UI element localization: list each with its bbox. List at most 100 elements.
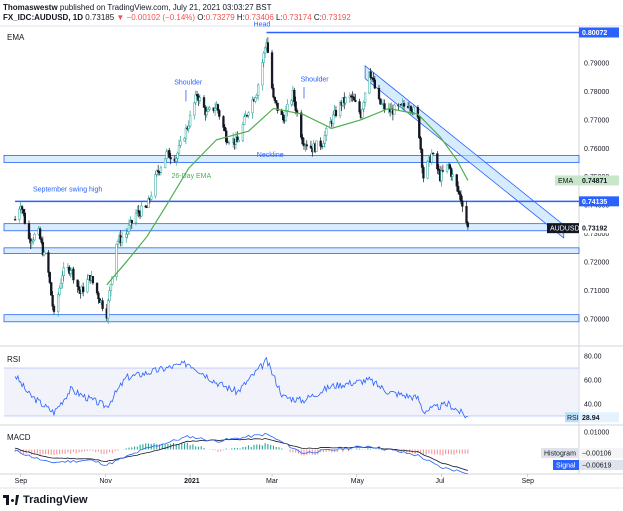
- candle-body: [120, 237, 124, 243]
- badge-ema-bg: [579, 175, 619, 186]
- x-tick-label: May: [351, 478, 365, 485]
- x-tick-label: Sep: [522, 478, 535, 485]
- candle-body: [294, 101, 297, 111]
- candle-body: [183, 137, 186, 142]
- open-label: O:: [197, 13, 206, 22]
- candle-body: [284, 110, 288, 122]
- candle-body: [176, 152, 179, 159]
- swing-high-label: September swing high: [33, 187, 102, 194]
- close-label: C:: [313, 13, 322, 22]
- candle-body: [207, 109, 210, 112]
- candle-body: [459, 194, 463, 202]
- candle-body: [361, 108, 364, 118]
- candle-body: [362, 102, 365, 110]
- candle-body: [109, 283, 113, 292]
- candle-body: [329, 121, 332, 129]
- candle-body: [62, 267, 65, 276]
- candle-body: [91, 276, 95, 284]
- candle-body: [263, 47, 267, 54]
- candle-body: [358, 101, 361, 113]
- candle-body: [127, 224, 131, 232]
- candle-body: [323, 135, 326, 144]
- candle-body: [41, 242, 45, 256]
- rsi-pane-label: RSI: [7, 355, 21, 364]
- macd-hist-value: −0.00106: [582, 451, 611, 458]
- candle-body: [418, 116, 421, 139]
- candle-body: [412, 107, 415, 113]
- support-zone: [3, 155, 580, 163]
- candle-body: [137, 210, 140, 214]
- candle-body: [205, 111, 208, 116]
- y-tick-label: 0.79000: [584, 60, 609, 67]
- candle-body: [300, 112, 303, 138]
- candle-body: [33, 234, 36, 241]
- candle-body: [282, 114, 285, 121]
- y-tick-label: 0.71000: [584, 288, 609, 295]
- symbol-name[interactable]: FX_IDC:AUDUSD, 1D: [3, 13, 84, 22]
- y-tick-label: 0.78000: [584, 89, 609, 96]
- candle-body: [305, 144, 308, 147]
- candle-body: [47, 252, 50, 273]
- candle-body: [243, 116, 246, 125]
- candle-body: [130, 219, 133, 224]
- candle-body: [322, 143, 325, 147]
- candle-body: [22, 209, 25, 214]
- candle-body: [225, 130, 228, 143]
- tradingview-logo[interactable]: TradingView: [3, 494, 88, 506]
- candle-body: [140, 205, 143, 217]
- candle-body: [77, 286, 81, 291]
- candle-body: [147, 198, 150, 208]
- candle-body: [126, 231, 129, 235]
- candle-body: [150, 195, 153, 200]
- candle-body: [43, 252, 46, 256]
- support-zone: [3, 247, 580, 254]
- rsi-badge-name-bg: [565, 412, 579, 423]
- candle-body: [383, 103, 386, 110]
- candle-body: [86, 279, 89, 293]
- candle-body: [40, 238, 43, 243]
- macd-hist-name: Histogram: [544, 451, 576, 458]
- candle-body: [32, 239, 35, 242]
- macd-line: [15, 432, 468, 475]
- symbol-line: FX_IDC:AUDUSD, 1D 0.73185 ▼ −0.00102 (−0…: [3, 13, 351, 23]
- candle-body: [354, 99, 357, 102]
- candle-body: [426, 161, 429, 179]
- candle-body: [59, 282, 63, 289]
- y-tick-label: 0.72000: [584, 260, 609, 267]
- candle-body: [134, 212, 138, 224]
- candle-body: [50, 282, 53, 296]
- candle-body: [352, 96, 356, 101]
- candle-body: [379, 98, 382, 105]
- candle-body: [455, 174, 458, 187]
- shoulder-right-label: Shoulder: [301, 76, 330, 83]
- candle-body: [213, 108, 217, 111]
- candle-body: [363, 92, 367, 103]
- candle-body: [188, 114, 192, 127]
- author-name[interactable]: Thomaswestw: [3, 3, 58, 12]
- main-pane-label: EMA: [7, 33, 25, 42]
- candle-body: [334, 110, 338, 117]
- candle-body: [247, 112, 250, 116]
- badge-ema-name: EMA: [558, 178, 574, 185]
- candle-body: [276, 102, 279, 111]
- candle-body: [325, 128, 328, 136]
- candle-body: [457, 185, 460, 192]
- candle-body: [309, 145, 313, 149]
- rsi-tick-label: 60.00: [584, 378, 602, 385]
- macd-tick-label: 0.01000: [584, 430, 609, 437]
- candle-body: [332, 114, 335, 124]
- rsi-line: [14, 356, 468, 419]
- publish-line: Thomaswestw published on TradingView.com…: [3, 3, 271, 13]
- candle-body: [97, 292, 100, 300]
- candle-body: [61, 275, 64, 284]
- y-tick-label: 0.77000: [584, 117, 609, 124]
- candle-body: [266, 42, 270, 53]
- candle-body: [202, 97, 206, 108]
- candle-body: [441, 170, 445, 172]
- badge-sym-name: AUDUSD: [550, 226, 580, 233]
- candle-body: [155, 170, 158, 175]
- candle-body: [437, 168, 440, 171]
- candle-body: [51, 295, 54, 307]
- publish-info: published on TradingView.com, July 21, 2…: [57, 3, 272, 12]
